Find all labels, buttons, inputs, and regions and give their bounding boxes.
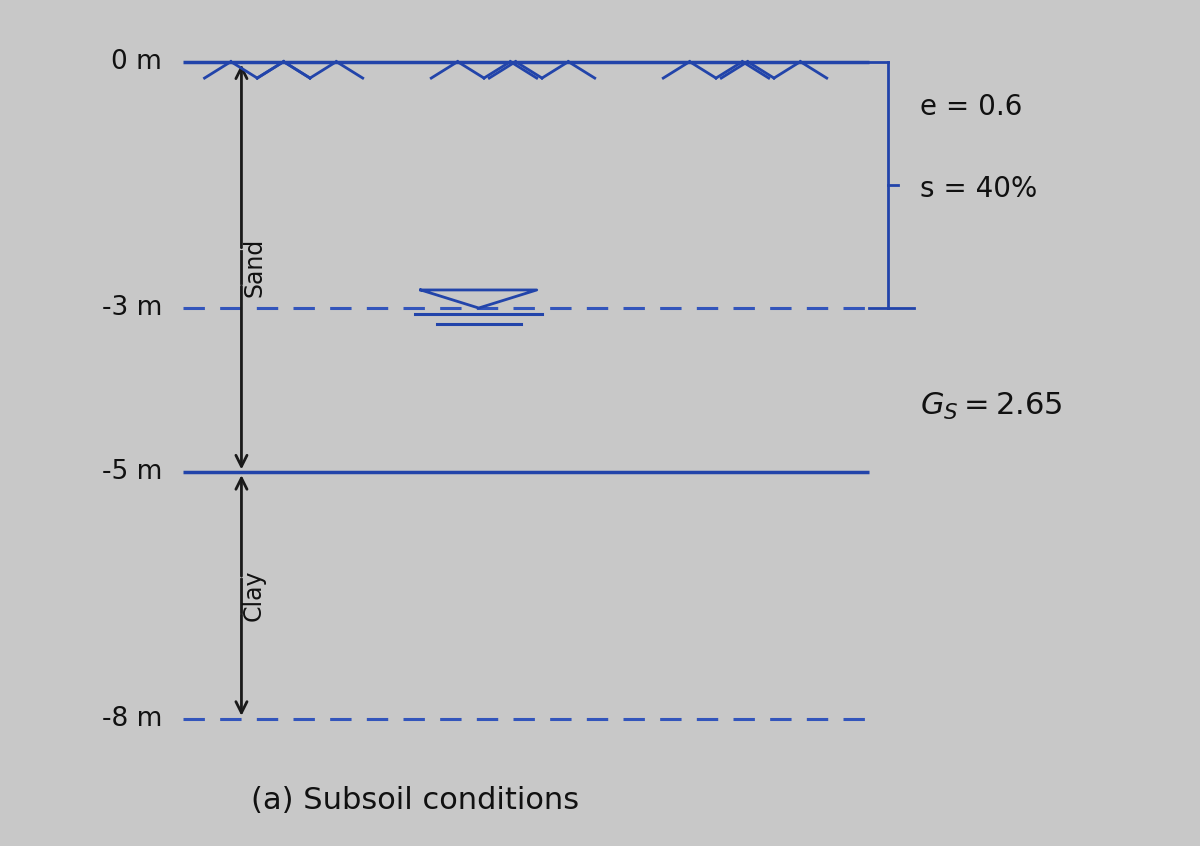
Text: -5 m: -5 m (102, 459, 162, 486)
Text: Sand: Sand (242, 238, 266, 297)
Text: 0 m: 0 m (112, 49, 162, 74)
Text: -3 m: -3 m (102, 295, 162, 321)
Text: e = 0.6: e = 0.6 (919, 93, 1022, 121)
Text: -8 m: -8 m (102, 706, 162, 732)
Text: Clay: Clay (242, 569, 266, 621)
Text: (a) Subsoil conditions: (a) Subsoil conditions (251, 786, 580, 816)
Text: s = 40%: s = 40% (919, 175, 1037, 203)
Text: $G_S = 2.65$: $G_S = 2.65$ (919, 391, 1062, 422)
